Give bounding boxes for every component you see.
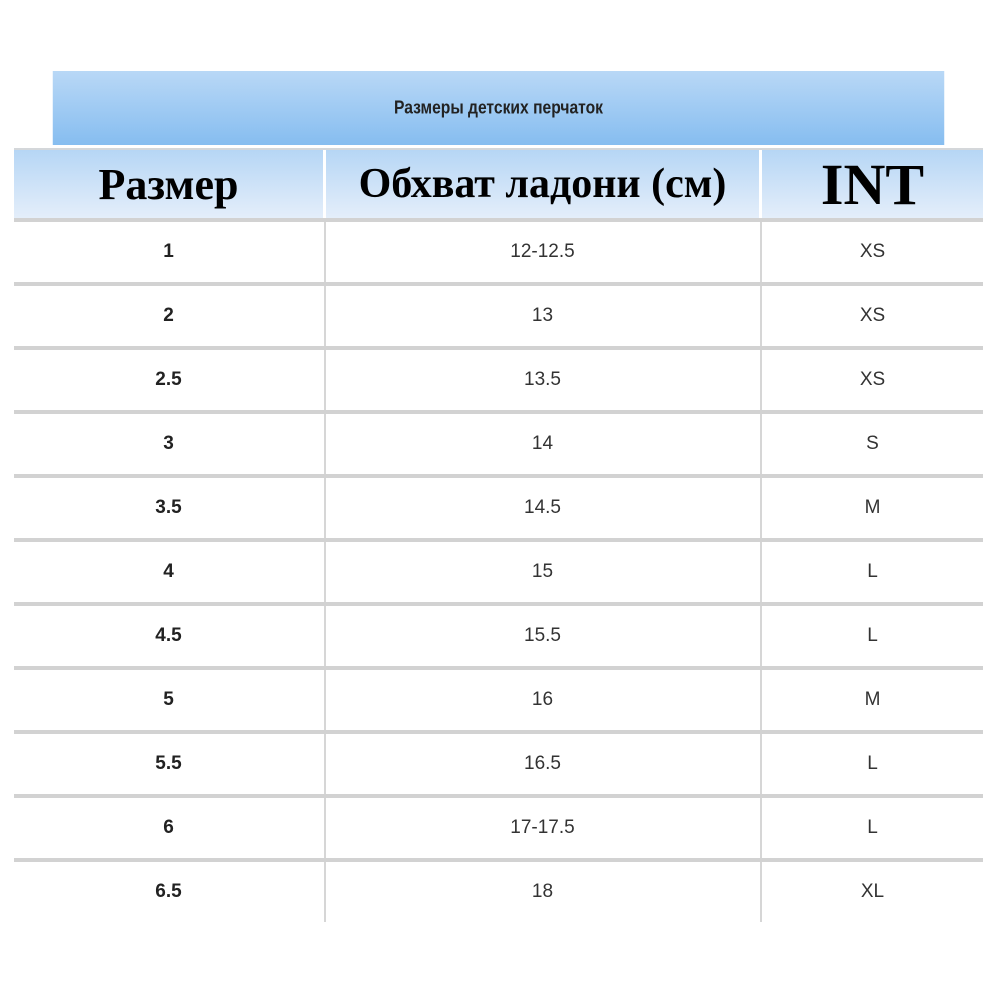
header-row: Размер Обхват ладони (см) INT <box>14 148 983 218</box>
table-row: 6.5 18 XL <box>14 858 983 922</box>
table-row: 3 14 S <box>14 410 983 474</box>
cell-size: 5.5 <box>14 734 323 794</box>
cell-size: 5 <box>14 670 323 730</box>
cell-size: 3.5 <box>14 478 323 538</box>
cell-int: XS <box>760 222 983 282</box>
table-row: 5 16 M <box>14 666 983 730</box>
table-row: 6 17-17.5 L <box>14 794 983 858</box>
cell-palm-girth: 15 <box>324 542 759 602</box>
cell-palm-girth: 13 <box>324 286 759 346</box>
cell-int: S <box>760 414 983 474</box>
table-row: 2.5 13.5 XS <box>14 346 983 410</box>
cell-int: L <box>760 734 983 794</box>
cell-palm-girth: 18 <box>324 862 759 922</box>
table-row: 2 13 XS <box>14 282 983 346</box>
cell-int: L <box>760 542 983 602</box>
table-row: 4 15 L <box>14 538 983 602</box>
cell-size: 1 <box>14 222 323 282</box>
table-row: 1 12-12.5 XS <box>14 218 983 282</box>
cell-palm-girth: 16 <box>324 670 759 730</box>
cell-size: 4.5 <box>14 606 323 666</box>
header-size: Размер <box>14 150 323 218</box>
table-row: 3.5 14.5 M <box>14 474 983 538</box>
cell-palm-girth: 13.5 <box>324 350 759 410</box>
cell-int: XL <box>760 862 983 922</box>
cell-int: L <box>760 606 983 666</box>
cell-size: 2.5 <box>14 350 323 410</box>
cell-int: XS <box>760 350 983 410</box>
cell-size: 6.5 <box>14 862 323 922</box>
cell-int: M <box>760 670 983 730</box>
table-row: 5.5 16.5 L <box>14 730 983 794</box>
cell-palm-girth: 16.5 <box>324 734 759 794</box>
cell-int: L <box>760 798 983 858</box>
cell-palm-girth: 14.5 <box>324 478 759 538</box>
cell-palm-girth: 14 <box>324 414 759 474</box>
cell-int: M <box>760 478 983 538</box>
cell-size: 3 <box>14 414 323 474</box>
table-body: 1 12-12.5 XS 2 13 XS 2.5 13.5 XS 3 14 S 3.5 14.5 M 4 15 L… <box>14 218 983 922</box>
table-row: 4.5 15.5 L <box>14 602 983 666</box>
cell-size: 4 <box>14 542 323 602</box>
cell-size: 2 <box>14 286 323 346</box>
cell-palm-girth: 17-17.5 <box>324 798 759 858</box>
header-palm-girth: Обхват ладони (см) <box>326 150 759 218</box>
cell-size: 6 <box>14 798 323 858</box>
table-title-text: Размеры детских перчаток <box>393 97 604 118</box>
size-table: Размеры детских перчаток Размер Обхват л… <box>14 71 983 922</box>
cell-int: XS <box>760 286 983 346</box>
table-title: Размеры детских перчаток <box>52 71 945 145</box>
cell-palm-girth: 12-12.5 <box>324 222 759 282</box>
header-int: INT <box>762 150 983 218</box>
cell-palm-girth: 15.5 <box>324 606 759 666</box>
